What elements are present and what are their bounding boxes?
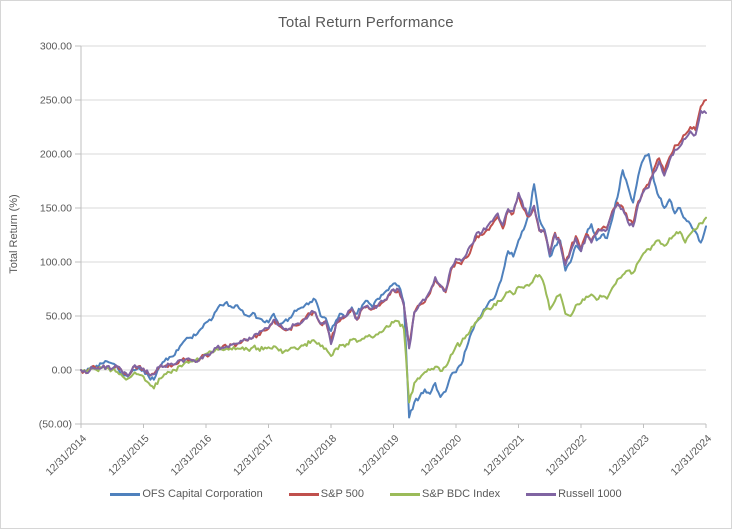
x-axis-tick-label: 12/31/2017 xyxy=(231,433,277,479)
legend-swatch-ofs-capital-corporation xyxy=(110,492,141,496)
y-axis-tick-label: 300.00 xyxy=(40,41,72,53)
legend-item-s-p-500: S&P 500 xyxy=(288,488,365,500)
x-axis-tick-label: 12/31/2016 xyxy=(168,433,214,479)
x-axis-tick-label: 12/31/2015 xyxy=(106,433,152,479)
x-axis-tick-label: 12/31/2021 xyxy=(481,433,527,479)
y-axis-tick-label: 250.00 xyxy=(40,95,72,107)
series-line-s-p-bdc-index xyxy=(80,216,707,404)
y-axis-tick-label: 200.00 xyxy=(40,149,72,161)
series-line-ofs-capital-corporation xyxy=(80,153,707,419)
series-line-s-p-500 xyxy=(80,99,707,377)
legend-label: S&P BDC Index xyxy=(422,488,501,500)
x-axis-tick-label: 12/31/2014 xyxy=(43,433,89,479)
x-axis-tick-label: 12/31/2019 xyxy=(356,433,402,479)
y-axis-tick-label: (50.00) xyxy=(39,419,72,431)
series-line-russell-1000 xyxy=(80,109,707,377)
x-axis-tick-label: 12/31/2024 xyxy=(668,433,714,479)
x-axis-tick-label: 12/31/2023 xyxy=(606,433,652,479)
y-axis-tick-label: 150.00 xyxy=(40,203,72,215)
legend-swatch-s-p-bdc-index xyxy=(390,492,421,496)
legend: OFS Capital Corporation S&P 500 S&P BDC In… xyxy=(1,484,731,504)
legend-swatch-russell-1000 xyxy=(526,492,557,496)
y-axis-tick-label: 50.00 xyxy=(46,311,72,323)
legend-item-ofs-capital-corporation: OFS Capital Corporation xyxy=(110,488,263,500)
legend-swatch-s-p-500 xyxy=(288,492,319,496)
x-axis-tick-label: 12/31/2020 xyxy=(418,433,464,479)
y-axis-tick-label: 0.00 xyxy=(52,365,73,377)
legend-label: Russell 1000 xyxy=(558,488,622,500)
legend-item-s-p-bdc-index: S&P BDC Index xyxy=(390,488,500,500)
y-axis-tick-label: 100.00 xyxy=(40,257,72,269)
legend-label: S&P 500 xyxy=(320,488,365,500)
chart-title: Total Return Performance xyxy=(278,14,454,31)
legend-label: OFS Capital Corporation xyxy=(142,488,263,500)
legend-item-russell-1000: Russell 1000 xyxy=(526,488,622,500)
x-axis-tick-label: 12/31/2022 xyxy=(543,433,589,479)
x-axis-tick-label: 12/31/2018 xyxy=(293,433,339,479)
